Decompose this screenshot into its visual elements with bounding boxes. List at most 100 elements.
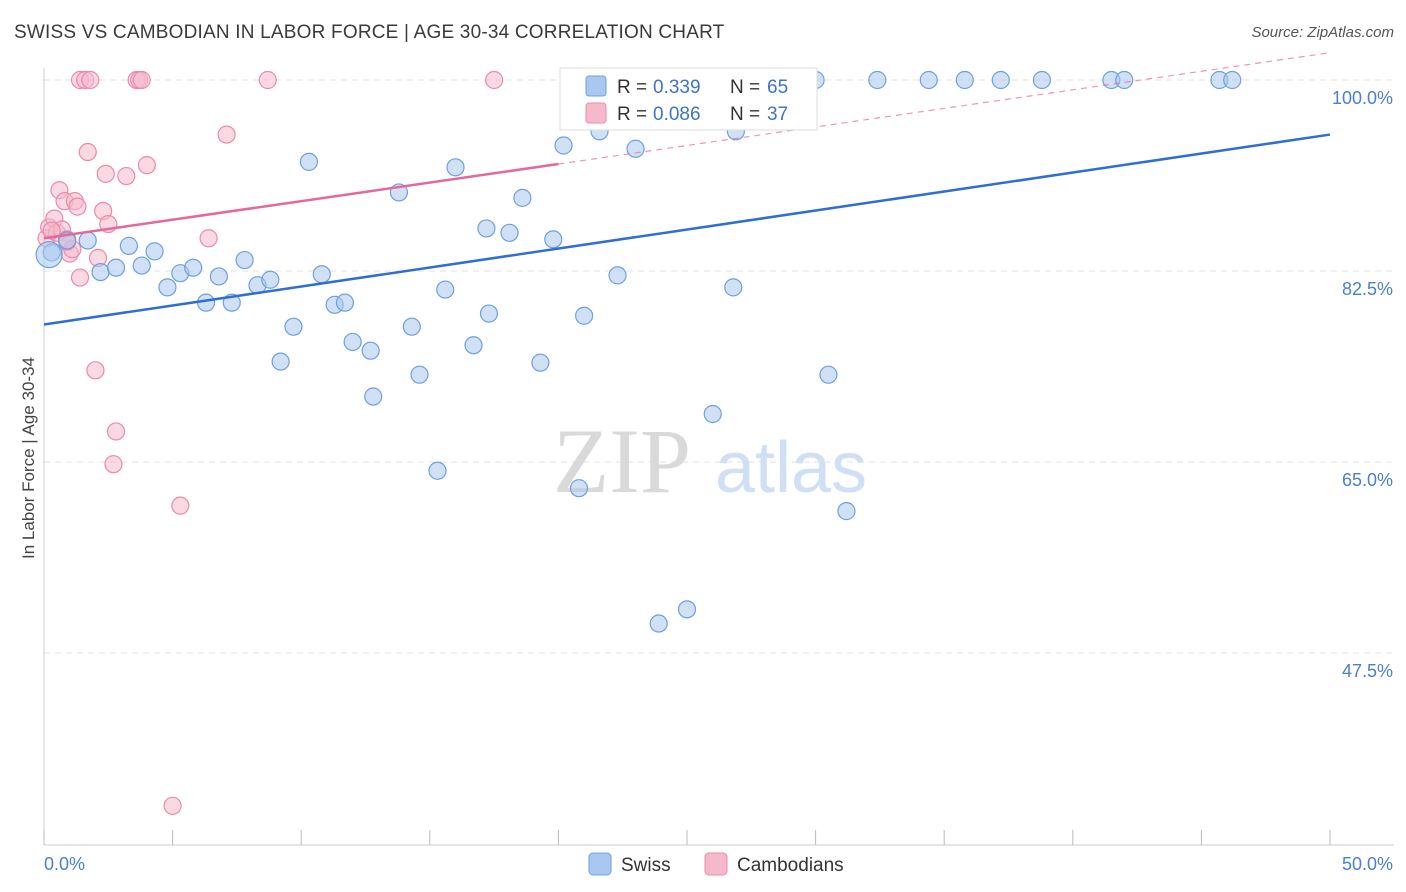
swiss-point-57: [919, 70, 938, 90]
gridlines: [44, 79, 1394, 654]
swiss-point-46: [649, 614, 668, 633]
legend-camb-n-value: 37: [767, 104, 788, 125]
swiss-point-22: [335, 293, 355, 312]
swiss-point-40: [569, 479, 589, 498]
swiss-point-2: [78, 231, 97, 250]
swiss-point-37: [531, 353, 550, 372]
swiss-point-39: [554, 136, 573, 155]
camb-trend-extension: [558, 52, 1331, 165]
watermark-atlas: atlas: [715, 428, 867, 508]
swiss-point-18: [271, 352, 290, 371]
watermark: ZIP atlas: [553, 410, 867, 512]
swiss-point-4: [106, 258, 126, 277]
swiss-point-43: [608, 266, 627, 285]
legend: R = 0.339 N = 65 R = 0.086 N = 37: [559, 67, 818, 131]
y-tick-65: 65.0%: [1342, 470, 1393, 490]
swiss-point-55: [837, 502, 856, 521]
camb-point-32: [217, 125, 236, 144]
camb-point-11: [68, 197, 87, 216]
camb-point-33: [258, 70, 277, 90]
swiss-point-20: [312, 265, 331, 284]
legend-swiss-n-label: N =: [730, 77, 760, 98]
camb-point-34: [485, 70, 504, 90]
swiss-point-34: [479, 304, 499, 323]
swiss-point-8: [158, 278, 177, 297]
x-tick-min: 0.0%: [44, 854, 85, 874]
swiss-point-30: [436, 280, 455, 299]
swiss-point-41: [575, 306, 594, 325]
legend-camb-r-label: R =: [617, 104, 647, 125]
tick-labels-x: 0.0% 50.0%: [44, 854, 1393, 874]
camb-point-20: [96, 164, 115, 183]
swiss-point-47: [677, 600, 697, 619]
camb-point-31: [199, 229, 218, 248]
axes: [43, 68, 1394, 846]
y-tick-82-5: 82.5%: [1342, 279, 1393, 299]
swiss-point-64: [1223, 70, 1242, 90]
swiss-point-62: [1115, 70, 1134, 90]
swiss-trend-line: [43, 133, 1331, 326]
swiss-point-32: [464, 336, 483, 355]
camb-point-17: [86, 361, 105, 380]
camb-point-30: [171, 496, 190, 515]
camb-point-27: [132, 70, 151, 90]
swiss-point-25: [364, 387, 383, 406]
swiss-point-cluster: [35, 241, 63, 269]
swiss-point-19: [299, 152, 319, 171]
legend-camb-r-value: 0.086: [653, 104, 701, 125]
camb-point-22: [106, 422, 126, 441]
swiss-point-23: [343, 332, 362, 352]
swiss-point-17: [284, 317, 303, 336]
swiss-point-5: [119, 236, 138, 255]
swiss-points: [35, 70, 1242, 633]
swiss-point-10: [184, 258, 203, 277]
swiss-point-59: [991, 70, 1010, 90]
chart-title: SWISS VS CAMBODIAN IN LABOR FORCE | AGE …: [14, 22, 725, 43]
swiss-point-58: [955, 70, 974, 90]
bottom-legend: Swiss Cambodians: [588, 852, 844, 876]
x-tick-max: 50.0%: [1342, 854, 1393, 874]
source-credit: Source: ZipAtlas.com: [1251, 24, 1394, 41]
swiss-point-27: [402, 317, 421, 336]
camb-point-15: [78, 142, 97, 162]
legend-camb-n-label: N =: [730, 104, 760, 125]
swiss-point-35: [500, 223, 519, 242]
swiss-point-3: [91, 262, 110, 282]
swiss-point-24: [361, 341, 380, 360]
bottom-legend-swiss-label: Swiss: [621, 855, 671, 876]
bottom-legend-camb-swatch: [704, 852, 728, 876]
swiss-point-6: [132, 256, 151, 275]
camb-point-16: [81, 70, 100, 90]
camb-point-28: [137, 156, 156, 175]
swiss-point-29: [428, 461, 447, 480]
legend-swiss-r-value: 0.339: [653, 77, 701, 98]
legend-swiss-n-value: 65: [767, 77, 788, 98]
camb-point-23: [104, 455, 123, 474]
swiss-point-7: [145, 242, 164, 261]
camb-trend-line: [43, 162, 559, 240]
y-axis-label: In Labor Force | Age 30-34: [19, 357, 38, 559]
swiss-point-56: [868, 70, 887, 90]
swiss-point-45: [626, 139, 645, 158]
swiss-point-14: [235, 250, 254, 270]
swiss-point-49: [703, 404, 722, 424]
camb-point-12: [70, 268, 90, 287]
camb-point-29: [163, 796, 182, 815]
bottom-legend-camb-label: Cambodians: [737, 855, 844, 876]
cambodians-points: [37, 70, 504, 815]
legend-camb-swatch: [585, 102, 607, 124]
watermark-zip: ZIP: [553, 410, 691, 512]
y-tick-47-5: 47.5%: [1342, 661, 1393, 681]
swiss-point-51: [724, 278, 743, 297]
swiss-point-31: [446, 158, 465, 177]
trend-lines: [43, 52, 1331, 326]
camb-point-35: [42, 221, 61, 240]
swiss-point-12: [209, 267, 228, 286]
swiss-point-54: [819, 365, 838, 384]
swiss-point-38: [544, 230, 563, 249]
tick-labels-y: 100.0% 82.5% 65.0% 47.5%: [1332, 88, 1393, 681]
swiss-point-60: [1032, 70, 1052, 90]
swiss-point-36: [513, 188, 532, 207]
legend-swiss-r-label: R =: [617, 77, 647, 98]
